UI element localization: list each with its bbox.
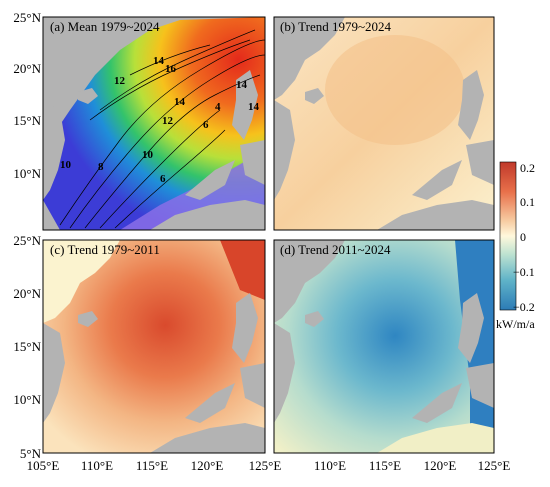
panel-a-title: (a) Mean 1979~2024: [50, 19, 160, 34]
panel-c-title: (c) Trend 1979~2011: [50, 242, 160, 257]
colorbar: [499, 161, 517, 311]
lat-tick-label: 25°N: [13, 10, 41, 25]
lat-ticks-top: 25°N 20°N 15°N 10°N: [13, 10, 41, 181]
contour-lines: [59, 29, 265, 229]
panel-c: [43, 240, 265, 453]
colorbar-tick-label: −0.2: [513, 300, 535, 314]
panel-a: 14 16 12 14 12 10 10 8 6 14 4 6 14: [43, 17, 265, 230]
panel-c-frame: [42, 239, 266, 454]
lon-tick-label: 115°E: [136, 458, 168, 473]
contour-label: 16: [165, 63, 177, 75]
contour-label: 10: [142, 149, 154, 161]
land-china: [274, 240, 345, 323]
land-palawan: [185, 160, 235, 200]
contour-label: 12: [114, 75, 126, 87]
land-luzon: [232, 70, 258, 140]
contour-label: 6: [160, 173, 166, 185]
contour-label: 14: [153, 55, 165, 67]
colorbar-tick-label: 0.2: [520, 161, 535, 175]
lat-tick-label: 5°N: [20, 446, 42, 461]
land-borneo: [150, 200, 265, 230]
contour-label: 4: [215, 101, 221, 113]
trend-zone: [325, 35, 465, 145]
land-borneo: [377, 200, 494, 230]
lat-tick-label: 20°N: [13, 61, 41, 76]
lon-tick-label: 105°E: [27, 458, 60, 473]
land-palawan: [412, 383, 462, 423]
lon-ticks: 105°E 110°E 115°E 120°E 125°E 110°E 115°…: [27, 458, 511, 473]
land-luzon: [458, 293, 484, 363]
contour-label: 6: [203, 119, 209, 131]
colorbar-tick-label: 0: [520, 230, 526, 244]
contour-label: 12: [162, 115, 174, 127]
lat-ticks-bottom: 25°N 20°N 15°N 10°N 5°N: [13, 233, 41, 461]
colorbar-tick-label: 0.1: [520, 195, 535, 209]
colorbar-ticks: 0.2 0.1 0 −0.1 −0.2: [513, 161, 535, 314]
panel-d-title: (d) Trend 2011~2024: [280, 242, 391, 257]
contour-labels: 14 16 12 14 12 10 10 8 6 14 4 6 14: [60, 55, 260, 185]
land-hainan: [78, 88, 98, 104]
land-visayas: [466, 140, 494, 185]
contour-label: 14: [174, 96, 186, 108]
panel-b-frame: [273, 16, 495, 231]
contour-label: 14: [248, 101, 260, 113]
panel-b-title: (b) Trend 1979~2024: [280, 19, 392, 34]
contour-label: 10: [60, 159, 72, 171]
land-hainan: [305, 88, 324, 104]
land-luzon: [458, 70, 484, 140]
lon-tick-label: 120°E: [191, 458, 224, 473]
land-vietnam: [274, 100, 295, 200]
colorbar-tick-label: −0.1: [513, 265, 535, 279]
land-china: [43, 17, 120, 100]
land-china: [274, 17, 345, 100]
lon-tick-label: 115°E: [369, 458, 401, 473]
land-vietnam: [43, 323, 65, 423]
lon-tick-label: 110°E: [314, 458, 346, 473]
contour-label: 14: [236, 79, 248, 91]
land-visayas: [240, 140, 265, 185]
lat-tick-label: 10°N: [13, 166, 41, 181]
land-vietnam: [274, 323, 295, 423]
lon-tick-label: 125°E: [249, 458, 282, 473]
lat-tick-label: 15°N: [13, 339, 41, 354]
land-vietnam: [43, 100, 65, 200]
panel-d: [274, 240, 494, 453]
land-borneo: [377, 423, 494, 453]
contour-label: 8: [98, 161, 104, 173]
lon-tick-label: 110°E: [81, 458, 113, 473]
panel-a-frame: [42, 16, 266, 231]
land-hainan: [78, 311, 98, 327]
lat-tick-label: 10°N: [13, 392, 41, 407]
land-china: [43, 240, 120, 323]
land-visayas: [466, 363, 494, 408]
land-palawan: [412, 160, 462, 200]
panel-b: [274, 17, 494, 230]
colorbar-unit: kW/m/a: [496, 317, 535, 331]
land-borneo: [150, 423, 265, 453]
land-palawan: [185, 383, 235, 423]
lat-tick-label: 15°N: [13, 113, 41, 128]
lon-tick-label: 125°E: [478, 458, 511, 473]
land-hainan: [305, 311, 324, 327]
land-luzon: [232, 293, 258, 363]
lon-tick-label: 120°E: [424, 458, 457, 473]
trend-hotspot: [220, 240, 265, 300]
lat-tick-label: 20°N: [13, 286, 41, 301]
lat-tick-label: 25°N: [13, 233, 41, 248]
land-visayas: [240, 363, 265, 408]
panel-d-frame: [273, 239, 495, 454]
